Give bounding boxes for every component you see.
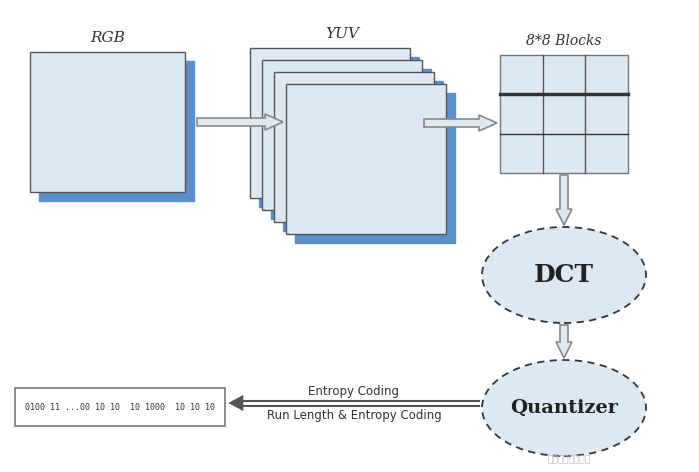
Polygon shape bbox=[197, 114, 283, 130]
Text: YUV: YUV bbox=[325, 27, 359, 41]
Polygon shape bbox=[556, 175, 572, 225]
Bar bbox=[286, 84, 446, 234]
Text: 天元电子产品设计: 天元电子产品设计 bbox=[548, 455, 591, 464]
Text: Quantizer: Quantizer bbox=[510, 399, 618, 417]
Ellipse shape bbox=[482, 227, 646, 323]
Polygon shape bbox=[39, 61, 194, 201]
Text: 8*8 Blocks: 8*8 Blocks bbox=[526, 34, 602, 48]
Polygon shape bbox=[556, 325, 572, 358]
Bar bbox=[262, 60, 422, 210]
Polygon shape bbox=[229, 396, 243, 411]
Polygon shape bbox=[271, 69, 431, 219]
Polygon shape bbox=[259, 57, 419, 207]
Bar bbox=[274, 72, 434, 222]
Polygon shape bbox=[283, 81, 443, 231]
Text: Entropy Coding: Entropy Coding bbox=[308, 385, 400, 397]
Bar bbox=[30, 52, 185, 192]
Text: RGB: RGB bbox=[90, 31, 125, 45]
Bar bbox=[15, 388, 225, 426]
Text: Run Length & Entropy Coding: Run Length & Entropy Coding bbox=[266, 410, 441, 422]
Bar bbox=[500, 55, 628, 173]
Bar bbox=[250, 48, 410, 198]
Polygon shape bbox=[295, 93, 455, 243]
Polygon shape bbox=[424, 115, 497, 131]
Text: DCT: DCT bbox=[534, 263, 594, 287]
Text: 0100 11 ...00 10 10  10 1000  10 10 10: 0100 11 ...00 10 10 10 1000 10 10 10 bbox=[25, 403, 215, 412]
Ellipse shape bbox=[482, 360, 646, 456]
